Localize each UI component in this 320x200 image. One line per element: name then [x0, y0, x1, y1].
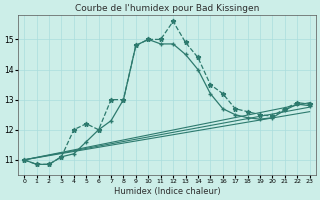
Title: Courbe de l'humidex pour Bad Kissingen: Courbe de l'humidex pour Bad Kissingen — [75, 4, 259, 13]
X-axis label: Humidex (Indice chaleur): Humidex (Indice chaleur) — [114, 187, 220, 196]
